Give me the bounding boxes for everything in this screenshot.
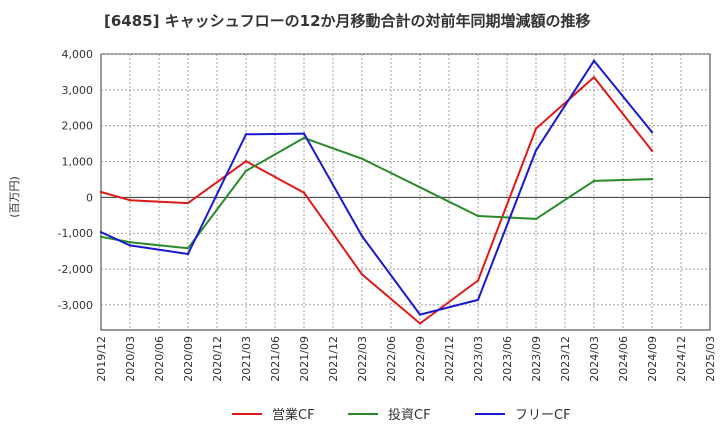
data-point bbox=[650, 149, 654, 152]
data-point bbox=[128, 244, 132, 247]
x-tick-label: 2023/06 bbox=[501, 336, 514, 382]
data-point bbox=[99, 190, 103, 194]
data-point bbox=[99, 230, 103, 234]
data-point bbox=[186, 247, 190, 250]
x-tick-label: 2022/03 bbox=[356, 336, 369, 382]
data-point bbox=[99, 235, 103, 239]
data-point bbox=[534, 127, 538, 130]
data-point bbox=[592, 59, 596, 63]
chart-title: [6485] キャッシュフローの12か月移動合計の対前年同期増減額の推移 bbox=[104, 12, 591, 30]
data-point bbox=[302, 136, 306, 140]
data-point bbox=[186, 252, 190, 256]
legend-label: 営業CF bbox=[272, 407, 315, 423]
data-point bbox=[418, 186, 422, 189]
data-point bbox=[360, 157, 364, 160]
legend: 営業CF 投資CF フリーCF bbox=[232, 407, 571, 423]
data-point bbox=[186, 201, 190, 205]
x-tick-label: 2025/03 bbox=[704, 336, 717, 382]
data-point bbox=[360, 234, 364, 238]
data-point bbox=[476, 214, 480, 218]
x-tick-label: 2022/12 bbox=[443, 336, 456, 382]
data-point bbox=[650, 177, 654, 181]
x-tick-label: 2021/09 bbox=[298, 336, 311, 382]
x-tick-label: 2022/06 bbox=[385, 336, 398, 382]
legend-label: フリーCF bbox=[515, 408, 571, 423]
x-tick-label: 2021/03 bbox=[240, 336, 253, 382]
y-tick-label: -2,000 bbox=[58, 263, 93, 276]
data-point bbox=[128, 199, 132, 202]
data-point bbox=[476, 298, 480, 302]
data-point bbox=[244, 159, 248, 163]
data-point bbox=[244, 133, 248, 136]
y-tick-label: -3,000 bbox=[58, 299, 93, 312]
legend-label: 投資CF bbox=[388, 407, 431, 423]
x-tick-label: 2021/06 bbox=[269, 336, 282, 382]
data-point bbox=[534, 217, 538, 221]
y-tick-label: 0 bbox=[86, 191, 93, 204]
data-point bbox=[302, 191, 306, 194]
x-tick-label: 2020/12 bbox=[211, 336, 224, 382]
x-tick-label: 2019/12 bbox=[95, 336, 108, 382]
data-point bbox=[244, 169, 248, 173]
y-tick-label: 4,000 bbox=[62, 48, 94, 61]
data-point bbox=[418, 313, 422, 316]
y-tick-label: 3,000 bbox=[62, 84, 94, 97]
x-tick-label: 2021/12 bbox=[327, 336, 340, 382]
x-tick-label: 2020/03 bbox=[124, 336, 137, 382]
x-tick-label: 2020/06 bbox=[153, 336, 166, 382]
plot-area: 4,000 3,000 2,000 1,000 0 -1,000 -2,000 -3,000 2… bbox=[58, 48, 717, 382]
data-point bbox=[592, 179, 596, 183]
y-axis-label: (百万円) bbox=[8, 176, 21, 218]
data-point bbox=[534, 149, 538, 152]
x-tick-label: 2022/09 bbox=[414, 336, 427, 382]
plot-frame bbox=[100, 53, 711, 331]
x-tick-label: 2024/09 bbox=[646, 336, 659, 382]
y-tick-label: -1,000 bbox=[58, 227, 93, 240]
x-tick-label: 2023/03 bbox=[472, 336, 485, 382]
data-point bbox=[476, 279, 480, 282]
data-point bbox=[418, 322, 422, 325]
x-tick-label: 2024/12 bbox=[675, 336, 688, 382]
y-tick-label: 1,000 bbox=[62, 156, 94, 169]
x-tick-label: 2023/12 bbox=[559, 336, 572, 382]
data-point bbox=[128, 240, 132, 244]
x-tick-label: 2024/06 bbox=[617, 336, 630, 382]
x-tick-label: 2020/09 bbox=[182, 336, 195, 382]
data-point bbox=[592, 76, 596, 79]
data-point bbox=[650, 130, 654, 134]
y-tick-label: 2,000 bbox=[62, 120, 94, 133]
data-point bbox=[360, 273, 364, 276]
x-tick-label: 2024/03 bbox=[588, 336, 601, 382]
data-point bbox=[302, 132, 306, 135]
x-tick-label: 2023/09 bbox=[530, 336, 543, 382]
